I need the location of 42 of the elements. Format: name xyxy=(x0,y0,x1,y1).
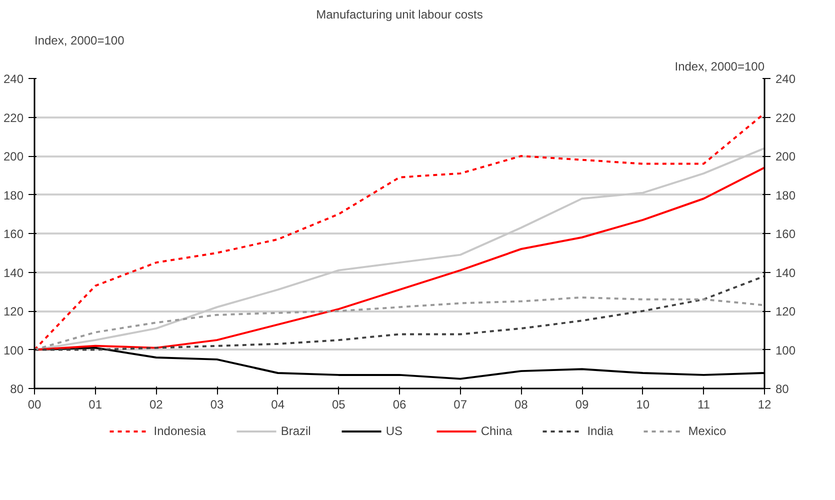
y-tick-label: 140 xyxy=(3,266,24,280)
y2-tick-label: 140 xyxy=(776,266,796,280)
line-series xyxy=(34,275,764,351)
y2-tick-label: 100 xyxy=(776,343,796,358)
x-tick-label: 08 xyxy=(514,398,528,412)
y2-tick-label: 80 xyxy=(776,382,790,396)
x-tick-label: 12 xyxy=(758,398,772,412)
chart-title: Manufacturing unit labour costs xyxy=(316,8,483,22)
y2-axis-title: Index, 2000=100 xyxy=(674,60,765,74)
line-series xyxy=(34,296,764,351)
y-tick-label: 160 xyxy=(3,227,24,241)
y-tick-label: 240 xyxy=(3,72,24,86)
y-tick-label: 220 xyxy=(3,110,24,125)
legend-label: US xyxy=(386,424,404,438)
y-axis-title: Index, 2000=100 xyxy=(34,34,125,48)
legend-label: Indonesia xyxy=(154,424,206,438)
legend-label: Brazil xyxy=(280,424,311,438)
x-tick-label: 06 xyxy=(392,398,406,412)
y2-tick-label: 120 xyxy=(776,304,796,318)
y2-tick-label: 200 xyxy=(776,150,796,164)
y-tick-label: 80 xyxy=(10,382,24,396)
y-tick-label: 100 xyxy=(3,343,24,358)
x-tick-label: 10 xyxy=(636,398,650,412)
x-tick-label: 01 xyxy=(88,398,102,412)
x-tick-label: 02 xyxy=(149,398,164,412)
legend-label: China xyxy=(480,424,512,438)
x-tick-label: 07 xyxy=(454,398,468,412)
y-tick-label: 120 xyxy=(3,304,24,318)
x-tick-label: 05 xyxy=(332,398,346,412)
y-tick-label: 200 xyxy=(3,150,24,164)
x-tick-label: 04 xyxy=(271,398,285,412)
y2-tick-label: 220 xyxy=(776,110,796,125)
y2-tick-label: 180 xyxy=(776,188,796,202)
legend-label: Mexico xyxy=(688,424,726,438)
y2-tick-label: 240 xyxy=(776,72,796,86)
legend-label: India xyxy=(587,424,614,438)
x-tick-label: 11 xyxy=(697,398,710,412)
x-tick-label: 09 xyxy=(575,398,589,412)
y2-tick-label: 160 xyxy=(776,227,796,241)
x-tick-label: 03 xyxy=(210,398,224,412)
y-tick-label: 180 xyxy=(3,188,24,202)
x-tick-label: 00 xyxy=(28,398,42,412)
